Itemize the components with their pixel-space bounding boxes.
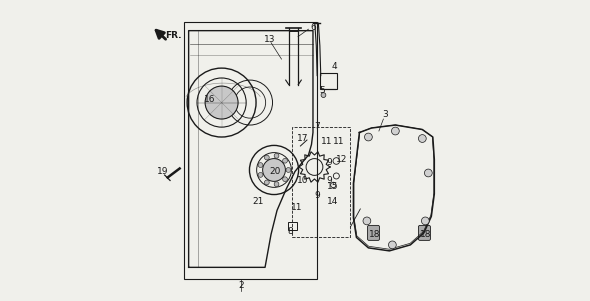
Circle shape — [263, 159, 286, 182]
Circle shape — [321, 93, 326, 98]
Text: 13: 13 — [264, 35, 276, 44]
Circle shape — [392, 127, 399, 135]
Text: 19: 19 — [157, 167, 168, 176]
Text: 11: 11 — [333, 137, 344, 146]
Text: 21: 21 — [252, 197, 263, 206]
Text: 8: 8 — [288, 227, 293, 236]
Text: 16: 16 — [204, 95, 215, 104]
Text: 20: 20 — [270, 167, 281, 176]
Text: 2: 2 — [238, 281, 244, 290]
Bar — [320, 73, 337, 89]
Text: 18: 18 — [369, 230, 380, 239]
Text: 14: 14 — [327, 197, 338, 206]
Circle shape — [283, 158, 287, 163]
Circle shape — [283, 177, 287, 182]
Bar — [184, 22, 317, 279]
FancyBboxPatch shape — [368, 225, 379, 240]
Bar — [292, 126, 350, 237]
Circle shape — [274, 154, 279, 158]
Text: 3: 3 — [382, 110, 388, 119]
Circle shape — [205, 86, 238, 119]
Text: 18: 18 — [419, 230, 431, 239]
FancyBboxPatch shape — [418, 225, 431, 240]
Text: 9: 9 — [327, 176, 332, 185]
Text: 11: 11 — [291, 203, 302, 212]
Circle shape — [424, 169, 432, 177]
Text: 10: 10 — [297, 176, 308, 185]
Circle shape — [258, 172, 263, 177]
Circle shape — [418, 135, 426, 142]
Circle shape — [388, 241, 396, 249]
Text: 11: 11 — [321, 137, 332, 146]
Text: 5: 5 — [319, 86, 325, 95]
Text: 6: 6 — [310, 23, 316, 32]
Text: 7: 7 — [314, 122, 320, 131]
Text: 4: 4 — [331, 62, 337, 71]
Circle shape — [286, 168, 291, 172]
Circle shape — [274, 182, 279, 187]
Text: FR.: FR. — [166, 31, 182, 40]
Text: 9: 9 — [327, 158, 332, 167]
Circle shape — [363, 217, 371, 225]
Bar — [289, 222, 297, 230]
Circle shape — [421, 217, 430, 225]
Circle shape — [365, 133, 372, 141]
Circle shape — [264, 180, 269, 185]
Text: 12: 12 — [336, 155, 347, 164]
Text: 17: 17 — [297, 134, 308, 143]
Text: 9: 9 — [314, 191, 320, 200]
Circle shape — [264, 155, 269, 160]
Text: 15: 15 — [327, 182, 338, 191]
Circle shape — [258, 163, 263, 167]
